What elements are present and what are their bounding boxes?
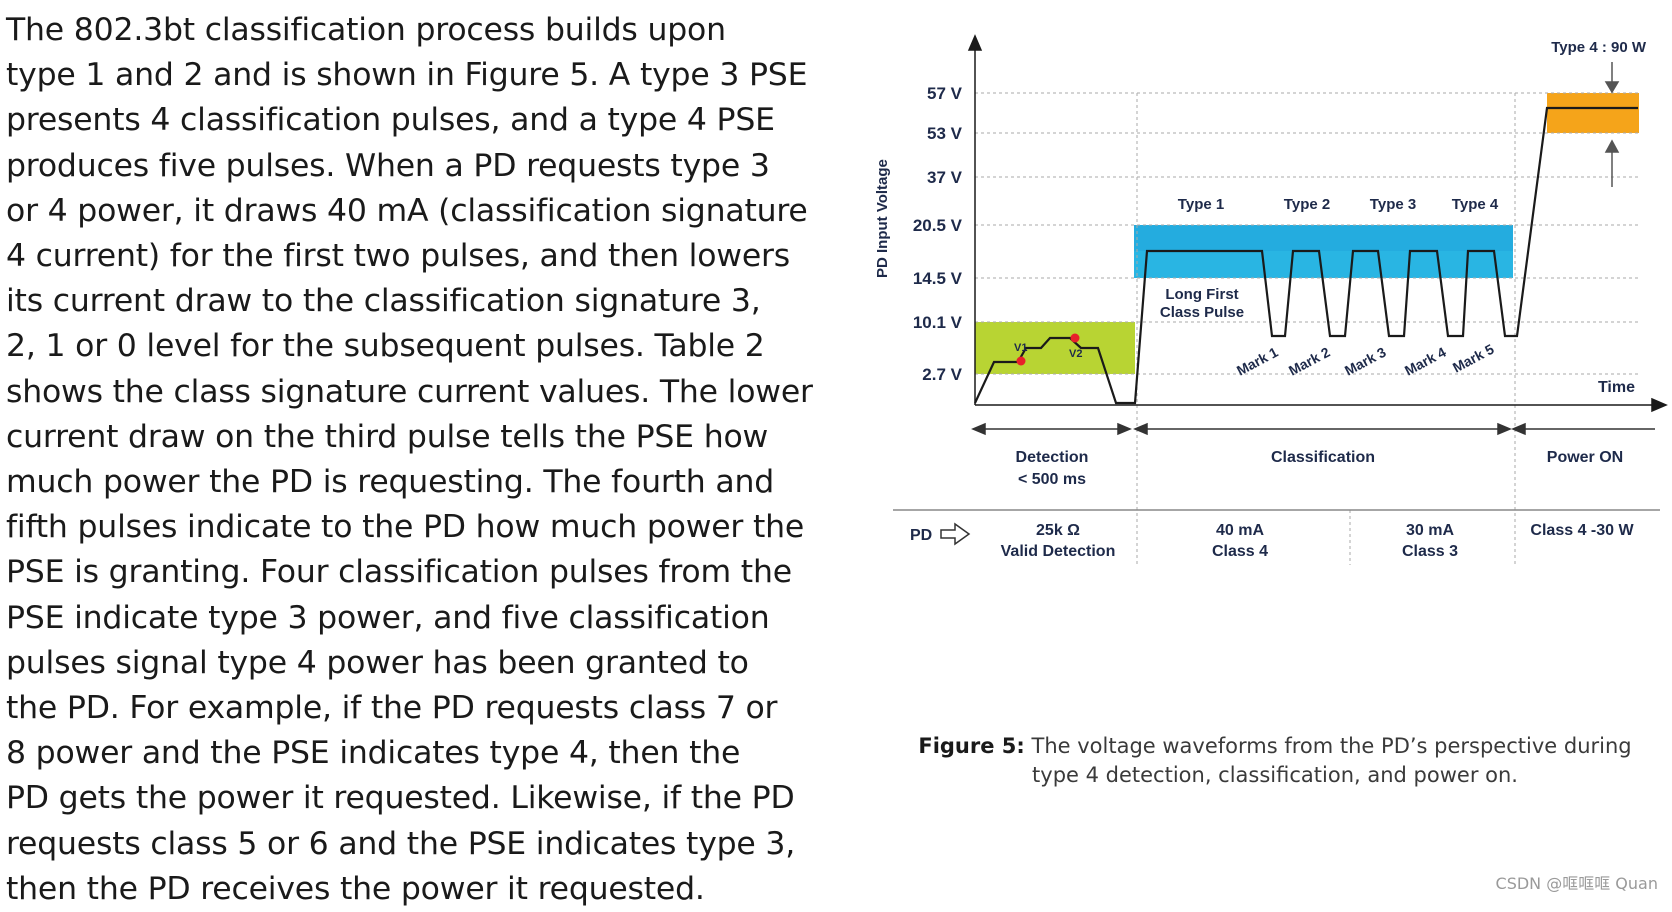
tick-10-1v: 10.1 V (913, 313, 963, 332)
v1-dot (1016, 356, 1026, 366)
v2-dot (1070, 333, 1080, 343)
type2-label: Type 2 (1284, 196, 1330, 213)
caption-label: Figure 5: (918, 734, 1025, 758)
classification-band-top (1134, 225, 1513, 251)
tick-53v: 53 V (927, 124, 963, 143)
figure-caption: Figure 5: The voltage waveforms from the… (895, 732, 1655, 790)
power-band (1547, 93, 1639, 133)
detection-band (975, 322, 1135, 374)
body-line: fifth pulses indicate to the PD how much… (6, 509, 805, 546)
pd-class4-current: 40 mA (1216, 522, 1264, 539)
body-line: much power the PD is requesting. The fou… (6, 464, 775, 501)
classification-band (1134, 225, 1513, 278)
tick-20-5v: 20.5 V (913, 216, 963, 235)
pd-label: PD (910, 527, 932, 544)
body-line: The 802.3bt classification process build… (6, 12, 726, 48)
watermark: CSDN @哐哐哐 Quan (1495, 874, 1658, 893)
pd-detection-desc: Valid Detection (1001, 543, 1116, 560)
pd-detection-value: 25k Ω (1036, 522, 1080, 539)
pd-class3-current: 30 mA (1406, 522, 1454, 539)
mark4-label: Mark 4 (1402, 344, 1449, 379)
body-line: 4 current) for the first two pulses, and… (6, 238, 791, 275)
long-pulse-label-1: Long First (1165, 286, 1238, 303)
mark3-label: Mark 3 (1342, 344, 1389, 379)
body-text: The 802.3bt classification process build… (6, 8, 836, 912)
grid-lines (975, 92, 1640, 565)
mark-labels: Mark 1 Mark 2 Mark 3 Mark 4 Mark 5 (1234, 341, 1497, 379)
v1-label: V1 (1014, 342, 1027, 354)
body-line: pulses signal type 4 power has been gran… (6, 644, 749, 681)
type4-label: Type 4 (1452, 196, 1499, 213)
detection-time-label: < 500 ms (1018, 471, 1086, 488)
type3-label: Type 3 (1370, 196, 1416, 213)
caption-line-2: type 4 detection, classification, and po… (1032, 763, 1518, 787)
pd-class4-label: Class 4 (1212, 543, 1268, 560)
long-pulse-label-2: Class Pulse (1160, 304, 1244, 321)
body-line: PSE indicate type 3 power, and five clas… (6, 599, 770, 636)
body-line: then the PD receives the power it reques… (6, 870, 705, 907)
tick-14-5v: 14.5 V (913, 269, 963, 288)
axes (967, 34, 1668, 413)
tick-37v: 37 V (927, 168, 963, 187)
mark5-label: Mark 5 (1450, 341, 1497, 376)
body-line: requests class 5 or 6 and the PSE indica… (6, 825, 796, 862)
classification-label: Classification (1271, 449, 1375, 466)
body-line: its current draw to the classification s… (6, 283, 761, 320)
body-line: shows the class signature current values… (6, 373, 813, 410)
pd-row-values: 25k Ω Valid Detection 40 mA Class 4 30 m… (1001, 522, 1635, 560)
tick-57v: 57 V (927, 84, 963, 103)
voltage-tick-labels: 57 V 53 V 37 V 20.5 V 14.5 V 10.1 V 2.7 … (913, 84, 963, 384)
body-line: type 1 and 2 and is shown in Figure 5. A… (6, 57, 808, 94)
y-axis-label: PD Input Voltage (874, 159, 891, 278)
power-arrows (1604, 62, 1620, 187)
body-line: PSE is granting. Four classification pul… (6, 554, 792, 591)
body-line: PD gets the power it requested. Likewise… (6, 780, 795, 817)
mark1-label: Mark 1 (1234, 344, 1281, 379)
type-labels: Type 1 Type 2 Type 3 Type 4 (1178, 196, 1499, 213)
body-line: current draw on the third pulse tells th… (6, 418, 769, 455)
pd-power-label: Class 4 -30 W (1530, 522, 1634, 539)
body-line: presents 4 classification pulses, and a … (6, 102, 775, 139)
body-line: produces five pulses. When a PD requests… (6, 147, 770, 184)
detection-label: Detection (1016, 449, 1089, 466)
power-on-label: Power ON (1547, 449, 1623, 466)
pd-arrow-icon (940, 522, 971, 546)
type1-label: Type 1 (1178, 196, 1224, 213)
phase-arrows (971, 422, 1655, 436)
body-line: or 4 power, it draws 40 mA (classificati… (6, 192, 808, 229)
mark2-label: Mark 2 (1286, 344, 1333, 379)
type4-power-label: Type 4 : 90 W (1551, 39, 1647, 56)
pd-class3-label: Class 3 (1402, 543, 1458, 560)
body-line: 2, 1 or 0 level for the subsequent pulse… (6, 328, 765, 365)
v2-label: V2 (1069, 348, 1082, 360)
body-line: 8 power and the PSE indicates type 4, th… (6, 735, 741, 772)
x-axis-label: Time (1598, 379, 1635, 396)
phase-labels: Detection < 500 ms Classification Power … (1016, 449, 1624, 488)
tick-2-7v: 2.7 V (922, 365, 962, 384)
body-line: the PD. For example, if the PD requests … (6, 690, 778, 727)
caption-line-1: The voltage waveforms from the PD’s pers… (1031, 734, 1632, 758)
waveform-line (974, 106, 1638, 405)
